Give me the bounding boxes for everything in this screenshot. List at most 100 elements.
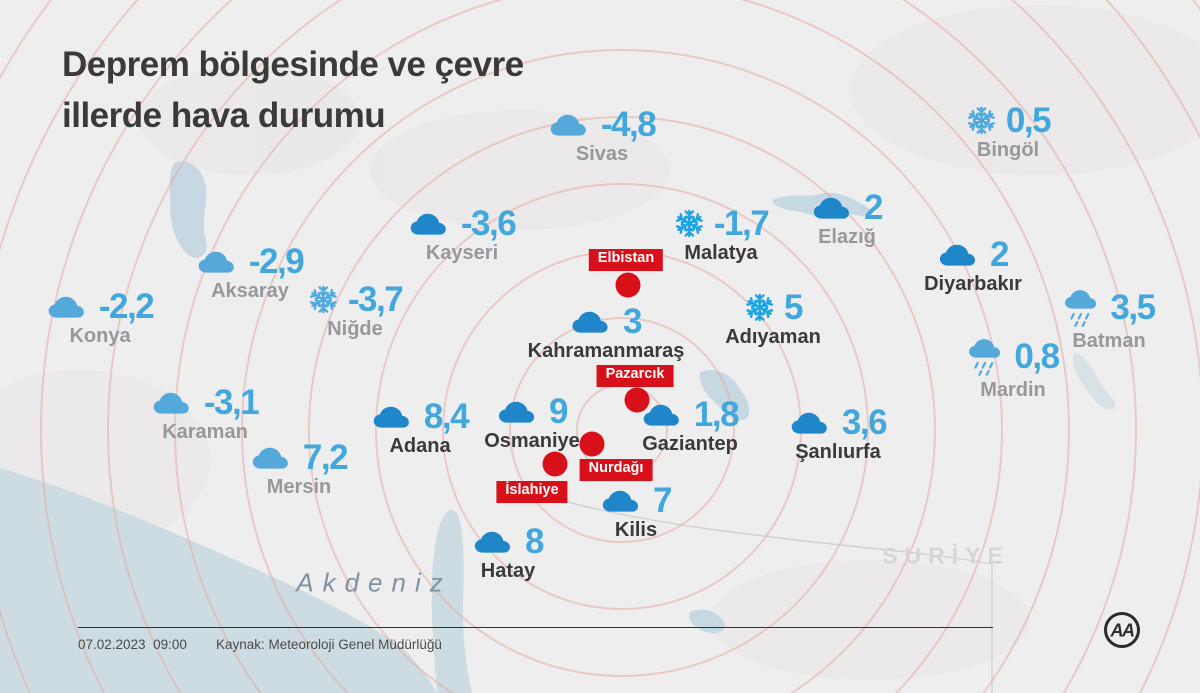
epicenter-dot — [579, 431, 605, 457]
epicenter-label: Nurdağı — [579, 459, 653, 481]
city-name: Bingöl — [976, 139, 1040, 162]
temperature-value: -3,1 — [203, 383, 260, 422]
cloud-icon — [791, 412, 827, 434]
city-weather-row: 5 — [744, 288, 803, 327]
city-weather-row: 9 — [497, 392, 568, 431]
city-name: Karaman — [162, 421, 248, 444]
temperature-value: 2 — [990, 235, 1009, 274]
temperature-value: 2 — [864, 188, 883, 227]
temperature-value: -4,8 — [600, 105, 657, 144]
cloud-icon — [643, 404, 679, 426]
city-weather-row: 3 — [571, 304, 642, 339]
temperature-value: -3,7 — [347, 280, 404, 319]
city-name: Gaziantep — [642, 433, 738, 456]
city-marker: 8 Hatay — [473, 522, 544, 583]
cloud-icon — [153, 392, 189, 414]
city-name: Kayseri — [425, 242, 499, 265]
country-label: SURİYE — [882, 542, 1010, 569]
city-marker: 0,5 Bingöl — [966, 101, 1052, 162]
city-weather-row: 8 — [473, 522, 544, 561]
city-marker: 3,6 Şanlıurfa — [790, 403, 888, 462]
city-weather-row: 2 — [812, 188, 883, 227]
city-name: Mersin — [266, 476, 332, 499]
city-weather-row: 7 — [601, 483, 672, 518]
epicenter-dot — [615, 272, 641, 298]
city-marker: -3,7 Niğde — [308, 280, 404, 341]
cloud-icon — [474, 531, 510, 553]
cloud-icon — [602, 490, 638, 512]
city-weather-row: 8,4 — [372, 397, 470, 436]
city-name: Adıyaman — [725, 326, 821, 349]
cloud-icon — [813, 197, 849, 219]
city-weather-row: 0,8 — [967, 336, 1060, 377]
cloud-icon — [572, 311, 608, 333]
cloud-icon — [939, 244, 975, 266]
city-marker: -3,6 Kayseri — [409, 204, 517, 265]
snowflake-icon — [746, 293, 773, 322]
temperature-value: 3,5 — [1110, 287, 1156, 327]
epicenter-label: Elbistan — [588, 249, 664, 271]
city-weather-row: -4,8 — [549, 105, 657, 144]
temperature-value: 0,5 — [1005, 101, 1052, 140]
city-weather-row: 3,6 — [790, 403, 888, 442]
temperature-value: -3,6 — [460, 204, 517, 243]
city-weather-row: 3,5 — [1063, 287, 1156, 328]
city-marker: 8,4 Adana — [372, 397, 470, 458]
city-weather-row: -2,2 — [47, 289, 155, 324]
city-marker: 9 Osmaniye — [484, 392, 580, 451]
border-line — [559, 499, 993, 693]
city-name: Aksaray — [211, 280, 289, 303]
temperature-value: 8 — [525, 522, 544, 561]
city-name: Elazığ — [818, 226, 876, 249]
cloud-icon — [198, 251, 234, 273]
footer-source: Kaynak: Meteoroloji Genel Müdürlüğü — [216, 637, 442, 652]
city-name: Hatay — [480, 560, 536, 583]
temperature-value: 5 — [784, 288, 803, 327]
city-name: Malatya — [684, 242, 758, 265]
city-weather-row: 0,5 — [966, 101, 1052, 140]
epicenter-dot — [624, 387, 650, 413]
city-name: Niğde — [327, 318, 383, 341]
cloud-icon — [410, 213, 446, 235]
city-marker: -2,2 Konya — [47, 289, 155, 348]
city-weather-row: -3,7 — [308, 280, 404, 319]
city-weather-row: -3,6 — [409, 204, 517, 243]
page-title: Deprem bölgesinde ve çevre illerde hava … — [62, 40, 524, 142]
temperature-value: 0,8 — [1014, 336, 1060, 376]
city-marker: 0,8 Mardin — [967, 336, 1060, 400]
city-marker: -4,8 Sivas — [549, 105, 657, 164]
city-marker: 2 Elazığ — [812, 188, 883, 249]
title-line-2: illerde hava durumu — [62, 95, 386, 135]
temperature-value: -1,7 — [713, 204, 770, 243]
footer-divider — [78, 627, 993, 628]
city-marker: -1,7 Malatya — [674, 204, 770, 265]
cloud-icon — [48, 296, 84, 318]
city-name: Adana — [389, 435, 451, 458]
sea-label: Akdeniz — [296, 567, 452, 598]
city-weather-row: -3,1 — [152, 383, 260, 422]
epicenter-dot — [542, 451, 568, 477]
footer-datetime: 07.02.2023 09:00 — [78, 637, 187, 652]
city-weather-row: 2 — [938, 235, 1009, 274]
city-name: Kahramanmaraş — [527, 340, 685, 363]
temperature-value: 9 — [549, 392, 568, 431]
city-name: Konya — [69, 325, 131, 348]
city-name: Kilis — [614, 519, 658, 542]
city-marker: 3 Kahramanmaraş — [527, 304, 685, 363]
city-marker: 2 Diyarbakır — [924, 235, 1022, 294]
city-weather-row: -2,9 — [197, 244, 305, 279]
city-marker: -2,9 Aksaray — [197, 244, 305, 303]
epicenter-label: Pazarcık — [596, 365, 674, 387]
cloud-icon — [252, 447, 288, 469]
gulf-shape — [431, 510, 472, 693]
aa-logo-icon: AA — [1104, 612, 1140, 648]
city-marker: 7 Kilis — [601, 483, 672, 542]
cloud-icon — [550, 114, 586, 136]
temperature-value: 8,4 — [423, 397, 470, 436]
svg-text:AA: AA — [1110, 621, 1134, 641]
temperature-value: 3,6 — [841, 403, 888, 442]
epicenter-label: İslahiye — [496, 481, 568, 503]
temperature-value: 1,8 — [693, 395, 740, 434]
